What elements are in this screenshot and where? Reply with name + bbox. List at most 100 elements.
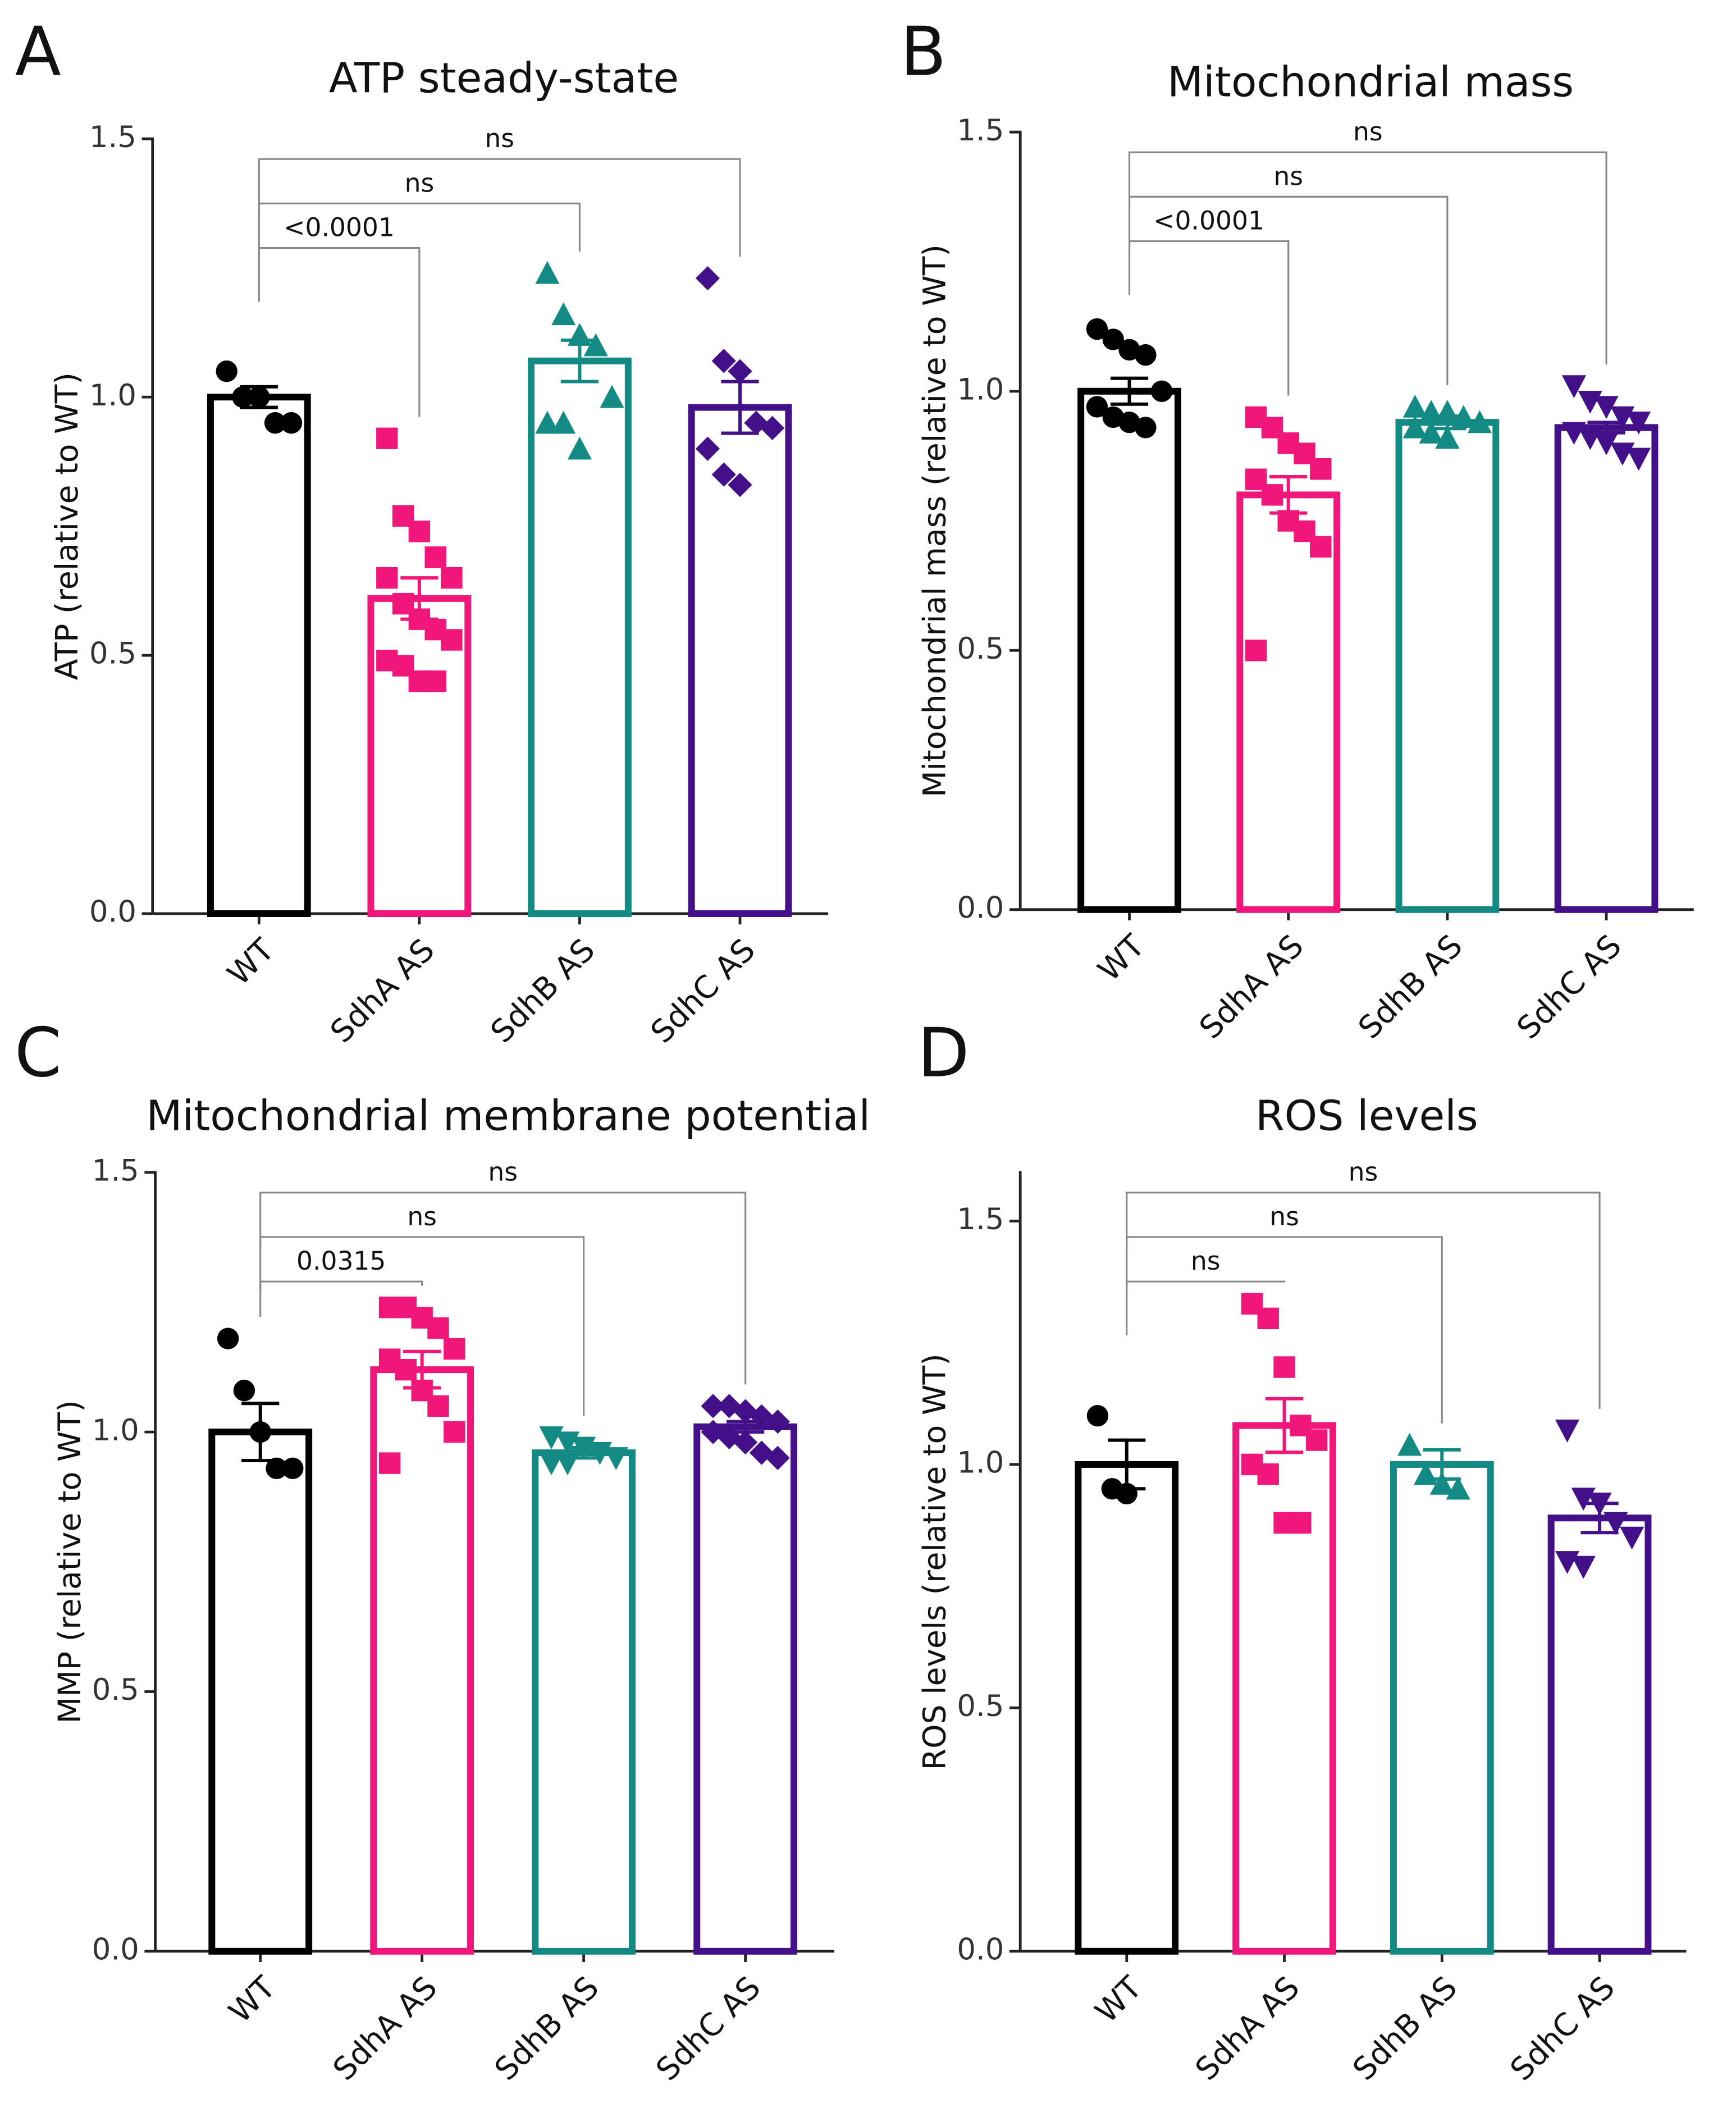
x-tick-label: WT <box>222 1970 283 2031</box>
data-point <box>427 1317 449 1339</box>
data-point <box>1118 339 1140 361</box>
data-point <box>408 521 431 542</box>
x-tick-label: SdhC AS <box>1510 928 1629 1047</box>
data-point <box>1305 1429 1328 1451</box>
data-point <box>444 1421 465 1443</box>
data-point <box>1086 318 1108 340</box>
bar <box>207 394 311 918</box>
y-tick-label: 1.0 <box>92 1413 139 1448</box>
data-point <box>444 1338 465 1360</box>
data-point <box>378 1452 401 1474</box>
significance-bracket <box>259 1192 747 1385</box>
x-tick-label: SdhC AS <box>644 932 762 1051</box>
data-point <box>424 546 446 568</box>
y-axis-label: Mitochondrial mass (relative to WT) <box>917 244 953 797</box>
y-tick-label: 1.0 <box>957 372 1004 407</box>
data-point <box>551 410 576 434</box>
significance-label: ns <box>485 124 514 153</box>
data-point <box>1086 396 1108 418</box>
data-point <box>1257 1463 1279 1485</box>
y-tick-label: 0.5 <box>89 637 136 671</box>
data-point <box>395 1358 417 1381</box>
data-point <box>1118 411 1140 434</box>
data-point <box>1135 344 1157 366</box>
bar <box>1554 424 1659 913</box>
y-tick-label: 0.0 <box>957 1932 1004 1967</box>
chart-title: ATP steady-state <box>329 53 679 102</box>
significance-label: ns <box>1353 117 1383 147</box>
bar <box>208 1429 313 1955</box>
data-point <box>441 567 463 589</box>
significance-bracket <box>1128 240 1290 396</box>
x-tick-label: SdhA AS <box>1193 928 1310 1046</box>
data-point <box>376 567 398 589</box>
y-tick-label: 1.5 <box>89 120 136 154</box>
significance-label: ns <box>1273 161 1303 191</box>
x-tick-label: WT <box>1089 1970 1149 2031</box>
error-bar <box>721 380 759 435</box>
error-bar <box>727 1420 765 1434</box>
data-point <box>600 385 624 408</box>
error-bar <box>1265 1397 1304 1454</box>
data-point <box>1402 415 1427 439</box>
data-point <box>1555 1420 1580 1443</box>
significance-label: ns <box>1269 1202 1299 1231</box>
y-tick-label: 1.5 <box>957 113 1004 148</box>
data-point <box>1261 484 1283 506</box>
bar <box>1232 1422 1336 1955</box>
data-point <box>1245 640 1267 661</box>
significance-bracket <box>1126 1192 1601 1409</box>
chart-title: ROS levels <box>1255 1091 1478 1140</box>
panel-letter: C <box>15 1015 62 1093</box>
data-point <box>1135 417 1157 439</box>
x-tick-label: SdhC AS <box>650 1970 768 2088</box>
error-bar <box>1423 1448 1461 1481</box>
error-bar <box>1108 1438 1146 1491</box>
data-point <box>1603 1512 1628 1535</box>
x-tick-label: WT <box>1091 928 1152 989</box>
error-bar <box>400 576 438 621</box>
data-point <box>535 410 560 434</box>
data-point <box>535 261 560 284</box>
significance-bracket <box>1126 1236 1443 1424</box>
data-point <box>441 629 463 651</box>
data-point <box>1435 426 1460 449</box>
error-bar <box>1428 414 1467 431</box>
error-bar <box>1587 421 1625 435</box>
data-point <box>1257 1307 1279 1330</box>
data-point <box>583 333 608 357</box>
panel-letter: B <box>900 13 946 91</box>
data-point <box>282 1457 304 1480</box>
data-point <box>711 349 736 373</box>
data-point <box>1594 396 1619 419</box>
chart-title: Mitochondrial membrane potential <box>146 1091 870 1140</box>
y-tick-label: 0.0 <box>957 891 1004 925</box>
data-point <box>217 1327 239 1349</box>
error-bar <box>403 1349 441 1390</box>
data-point <box>1310 458 1332 480</box>
data-point <box>1429 1472 1454 1495</box>
data-point <box>233 1379 255 1402</box>
data-point <box>1086 1405 1109 1427</box>
error-bar <box>241 1402 280 1462</box>
significance-bracket <box>258 247 421 417</box>
chart-title: Mitochondrial mass <box>1167 58 1574 107</box>
x-tick-label: SdhC AS <box>1504 1970 1622 2088</box>
x-tick-label: SdhA AS <box>326 1970 444 2088</box>
data-point <box>216 360 237 382</box>
significance-label: ns <box>407 1202 437 1231</box>
y-tick-label: 0.5 <box>957 632 1004 666</box>
data-point <box>264 412 286 434</box>
data-point <box>555 1452 580 1476</box>
data-point <box>280 412 303 434</box>
data-point <box>1402 394 1427 418</box>
data-point <box>1446 1476 1470 1500</box>
significance-bracket <box>1128 195 1449 386</box>
data-point <box>604 1447 628 1470</box>
significance-bracket <box>1126 1280 1286 1336</box>
bar <box>1395 419 1500 913</box>
data-point <box>266 1457 287 1480</box>
bar <box>1390 1461 1494 1955</box>
x-tick-label: SdhA AS <box>324 932 442 1050</box>
